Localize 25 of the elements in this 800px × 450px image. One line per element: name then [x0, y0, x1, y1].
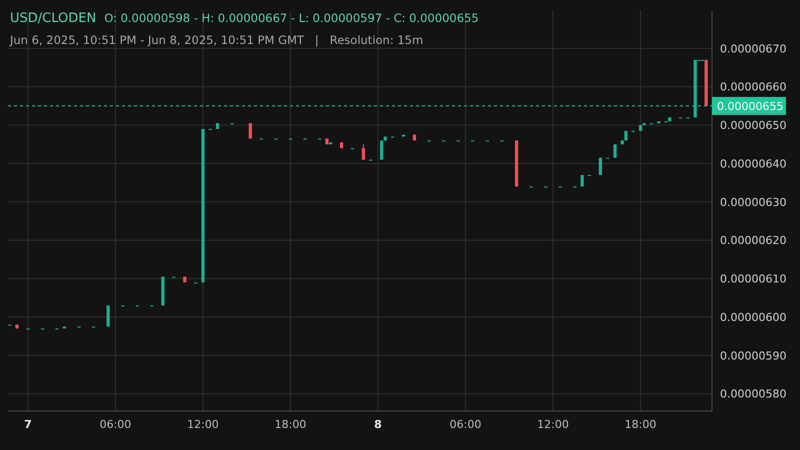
y-tick-label: 0.00000650 — [720, 119, 786, 132]
x-tick-label: 12:00 — [187, 418, 219, 431]
x-tick-label: 06:00 — [450, 418, 482, 431]
x-tick-label: 18:00 — [274, 418, 306, 431]
y-tick-label: 0.00000670 — [720, 42, 786, 56]
chart-title: USD/CLODEN — [10, 11, 96, 26]
x-tick-label: 18:00 — [624, 418, 656, 431]
x-tick-label: 7 — [24, 418, 32, 431]
ref-line-label: 0.00000655 — [717, 100, 784, 113]
y-tick-label: 0.00000580 — [720, 388, 786, 401]
y-tick-label: 0.00000590 — [720, 349, 786, 362]
x-tick-label: 12:00 — [537, 418, 569, 431]
y-tick-label: 0.00000660 — [720, 80, 786, 94]
candlestick — [362, 144, 366, 160]
y-tick-label: 0.00000630 — [720, 196, 786, 209]
x-tick-label: 8 — [374, 418, 382, 431]
y-tick-label: 0.00000610 — [720, 272, 786, 286]
y-tick-label: 0.00000640 — [720, 157, 786, 170]
candlestick — [248, 122, 252, 140]
y-tick-label: 0.00000600 — [720, 310, 786, 324]
x-tick-label: 06:00 — [100, 418, 132, 431]
annotation: O: 0.00000598 - H: 0.00000667 - L: 0.00000597 - C: 0.00000655 — [104, 11, 479, 25]
y-tick-label: 0.00000620 — [720, 234, 786, 248]
candlestick — [598, 157, 602, 176]
text: Jun 6, 2025, 10:51 PM - Jun 8, 2025, 10:51 PM GMT | Resolution: 15m — [9, 33, 424, 47]
